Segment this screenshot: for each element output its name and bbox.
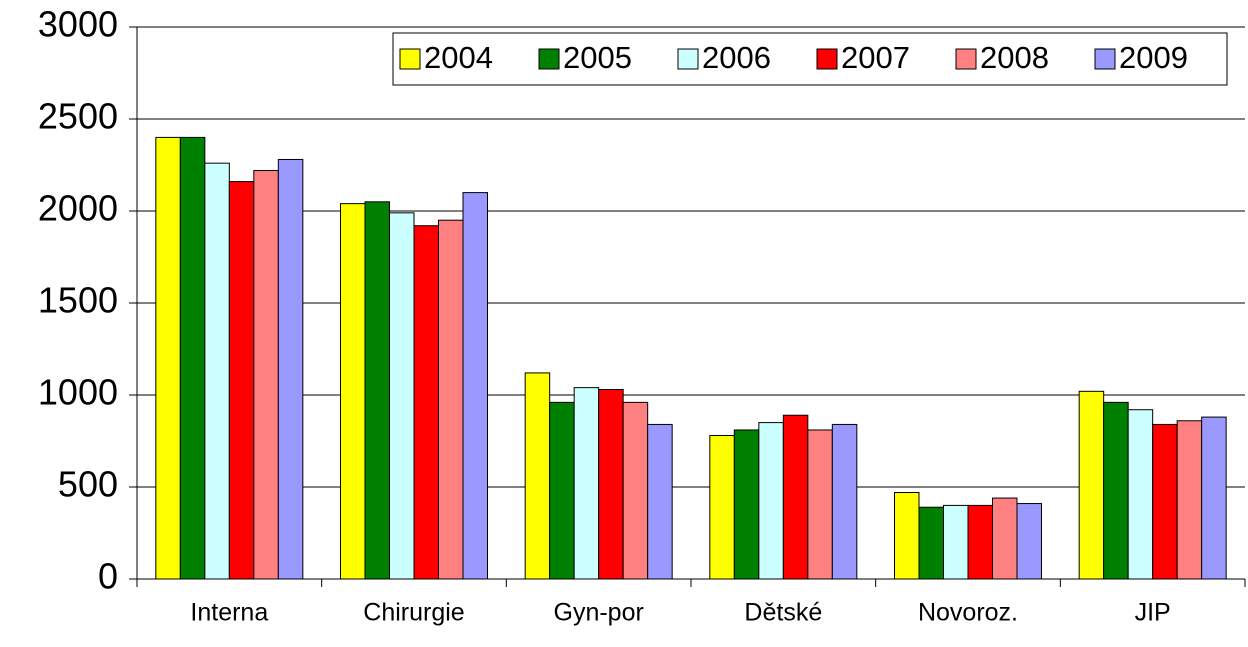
bar: [992, 497, 1018, 580]
bar: [413, 225, 439, 580]
bar: [622, 401, 649, 580]
bar: [1103, 401, 1129, 580]
y-tick-label: 3000: [38, 4, 118, 45]
bar: [709, 434, 735, 580]
legend-swatch: [955, 48, 977, 70]
legend-label: 2009: [1119, 40, 1188, 75]
y-tick-label: 0: [98, 556, 118, 597]
bar: [782, 414, 809, 580]
x-tick-label: JIP: [1135, 599, 1171, 627]
bar: [943, 504, 969, 580]
legend-label: 2008: [980, 40, 1049, 75]
x-tick-label: Gyn-por: [554, 599, 644, 627]
x-tick-label: Chirurgie: [363, 599, 464, 627]
bar: [253, 170, 279, 580]
bar: [155, 136, 181, 580]
x-tick-label: Novoroz.: [918, 599, 1018, 627]
bar: [364, 201, 390, 580]
bar: [549, 401, 575, 580]
bar: [918, 506, 944, 580]
bar: [1201, 416, 1227, 580]
bar: [1016, 503, 1042, 580]
y-tick-label: 1500: [38, 280, 118, 321]
bar: [598, 388, 624, 580]
bar: [1127, 409, 1154, 580]
bar: [831, 423, 858, 580]
x-tick-label: Interna: [190, 599, 268, 627]
bar: [733, 429, 760, 580]
bar: [647, 423, 673, 580]
legend-label: 2004: [424, 40, 493, 75]
bar: [1152, 423, 1178, 580]
y-tick-label: 2000: [38, 188, 118, 229]
legend-swatch: [399, 48, 421, 70]
bar: [1078, 390, 1105, 580]
bar: [1176, 420, 1203, 580]
legend-label: 2006: [702, 40, 771, 75]
legend-label: 2005: [563, 40, 632, 75]
bar: [277, 158, 304, 580]
bar: [573, 387, 600, 580]
bar: [462, 192, 488, 580]
bar: [967, 504, 993, 580]
bar: [894, 492, 920, 580]
bar: [758, 422, 784, 580]
legend-swatch: [677, 48, 699, 70]
y-tick-label: 2500: [38, 96, 118, 137]
legend-swatch: [816, 48, 838, 70]
bar: [340, 203, 366, 580]
bar: [807, 429, 833, 580]
legend-swatch: [538, 48, 560, 70]
bar: [389, 212, 415, 580]
x-tick-label: Dětské: [744, 599, 822, 627]
bar: [438, 219, 464, 580]
y-tick-label: 500: [58, 464, 118, 505]
legend-box: [392, 32, 1228, 86]
legend-swatch: [1094, 48, 1116, 70]
legend-label: 2007: [841, 40, 910, 75]
bar: [179, 136, 206, 580]
bar: [204, 162, 230, 580]
bar: [228, 181, 255, 580]
y-tick-label: 1000: [38, 372, 118, 413]
bar: [524, 372, 551, 580]
